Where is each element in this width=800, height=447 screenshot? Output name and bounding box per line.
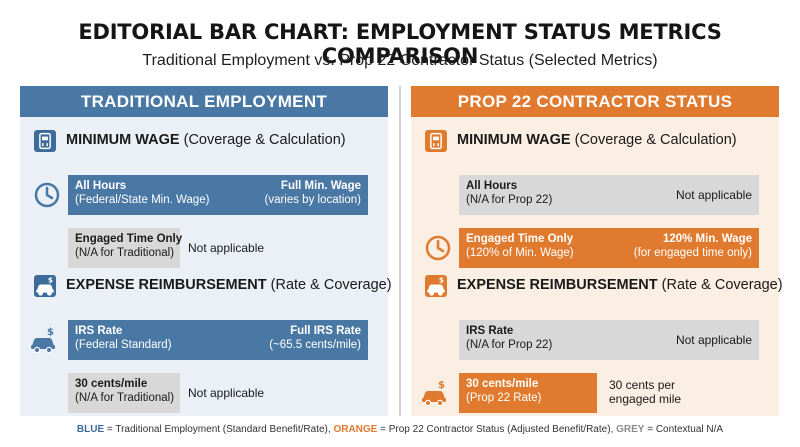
chart-subtitle: Traditional Employment vs. Prop 22 Contr… bbox=[142, 52, 658, 69]
bar-value-note: (varies by location) bbox=[264, 194, 361, 206]
section-title-rest: (Rate & Coverage) bbox=[661, 277, 783, 293]
car-dollar-icon: $ bbox=[28, 325, 58, 355]
legend-key-grey: GREY bbox=[616, 424, 645, 435]
bar-na: All Hours (N/A for Prop 22) Not applicable bbox=[459, 175, 759, 215]
section-title: MINIMUM WAGE (Coverage & Calculation) bbox=[457, 132, 737, 148]
bar-sublabel: (N/A for Prop 22) bbox=[466, 194, 553, 206]
bar-applicable: All Hours (Federal/State Min. Wage) Full M… bbox=[68, 175, 368, 215]
bar-value: 30 cents per engaged mile bbox=[609, 378, 681, 406]
section-title-rest: (Rate & Coverage) bbox=[270, 277, 392, 293]
section-title-rest: (Coverage & Calculation) bbox=[183, 132, 346, 148]
legend-text-grey: = Contextual N/A bbox=[644, 424, 724, 435]
chart-title: EDITORIAL BAR CHART: EMPLOYMENT STATUS M… bbox=[78, 20, 722, 68]
section-title-bold: MINIMUM WAGE bbox=[457, 132, 571, 148]
car-dollar-icon: $ bbox=[419, 378, 449, 408]
bar-sublabel: (N/A for Traditional) bbox=[75, 247, 175, 259]
legend-key-orange: ORANGE bbox=[333, 424, 378, 435]
bar-applicable: Engaged Time Only (120% of Min. Wage) 120%… bbox=[459, 228, 759, 268]
bar-value: 120% Min. Wage (for engaged time only) bbox=[634, 232, 752, 260]
bar-applicable: IRS Rate (Federal Standard) Full IRS Rate (… bbox=[68, 320, 368, 360]
bar-sublabel: (120% of Min. Wage) bbox=[466, 247, 574, 259]
bar-value-note: engaged mile bbox=[609, 392, 682, 406]
bar-sublabel: (N/A for Prop 22) bbox=[466, 339, 553, 351]
bar-partial: 30 cents/mile (Prop 22 Rate) bbox=[459, 373, 597, 413]
svg-text:$: $ bbox=[47, 327, 54, 338]
bar-value-text: Full IRS Rate bbox=[290, 325, 361, 337]
bar-sublabel: (Federal/State Min. Wage) bbox=[75, 194, 210, 206]
legend-text-orange: = Prop 22 Contractor Status (Adjusted Be… bbox=[377, 424, 617, 435]
section-title: EXPENSE REIMBURSEMENT (Rate & Coverage) bbox=[457, 277, 783, 293]
bar-label: 30 cents/mile bbox=[466, 378, 539, 390]
bar-label: IRS Rate bbox=[75, 325, 123, 337]
meter-icon bbox=[34, 130, 56, 152]
section-title-bold: EXPENSE REIMBURSEMENT bbox=[66, 277, 267, 293]
meter-icon bbox=[425, 130, 447, 152]
section-title-bold: MINIMUM WAGE bbox=[66, 132, 180, 148]
bar-label: Engaged Time Only bbox=[466, 233, 574, 245]
clock-icon bbox=[423, 233, 453, 263]
bar-value: Not applicable bbox=[675, 188, 752, 202]
bar-label: All Hours bbox=[75, 180, 127, 192]
prop22-contractor-panel: PROP 22 CONTRACTOR STATUS MINIMUM WAGE (… bbox=[411, 86, 783, 416]
bar-value: Not applicable bbox=[675, 333, 752, 347]
clock-icon bbox=[32, 180, 62, 210]
bar-value: Full IRS Rate (~65.5 cents/mile) bbox=[269, 324, 361, 352]
panel-header: TRADITIONAL EMPLOYMENT bbox=[20, 86, 388, 117]
bar-sublabel: (N/A for Traditional) bbox=[75, 392, 175, 404]
svg-text:$: $ bbox=[439, 275, 444, 284]
bar-label: Engaged Time Only bbox=[75, 233, 183, 245]
bar-value: Full Min. Wage (varies by location) bbox=[264, 179, 361, 207]
bar-label: IRS Rate bbox=[466, 325, 514, 337]
bar-na: Engaged Time Only (N/A for Traditional) bbox=[68, 228, 183, 268]
bar-value: Not applicable bbox=[188, 386, 265, 400]
panel-header: PROP 22 CONTRACTOR STATUS bbox=[411, 86, 779, 117]
car-dollar-icon: $ bbox=[34, 275, 56, 297]
legend-key-blue: BLUE bbox=[76, 424, 105, 435]
legend-text-blue: = Traditional Employment (Standard Benef… bbox=[104, 424, 334, 435]
bar-na: IRS Rate (N/A for Prop 22) Not applicable bbox=[459, 320, 759, 360]
traditional-employment-panel: TRADITIONAL EMPLOYMENT MINIMUM WAGE (Cov… bbox=[20, 86, 392, 416]
section-title-bold: EXPENSE REIMBURSEMENT bbox=[457, 277, 658, 293]
section-title: EXPENSE REIMBURSEMENT (Rate & Coverage) bbox=[66, 277, 392, 293]
bar-na: 30 cents/mile (N/A for Traditional) bbox=[68, 373, 180, 413]
section-title-rest: (Coverage & Calculation) bbox=[574, 132, 737, 148]
bar-sublabel: (Federal Standard) bbox=[75, 339, 172, 351]
bar-sublabel: (Prop 22 Rate) bbox=[466, 392, 542, 404]
bar-value: Not applicable bbox=[188, 241, 265, 255]
bar-label: 30 cents/mile bbox=[75, 378, 148, 390]
section-title: MINIMUM WAGE (Coverage & Calculation) bbox=[66, 132, 346, 148]
bar-value-text: Full Min. Wage bbox=[280, 180, 361, 192]
svg-text:$: $ bbox=[48, 275, 53, 284]
bar-value-note: (~65.5 cents/mile) bbox=[269, 339, 361, 351]
car-dollar-icon: $ bbox=[425, 275, 447, 297]
bar-value-text: 120% Min. Wage bbox=[662, 233, 752, 245]
svg-text:$: $ bbox=[438, 380, 445, 391]
bar-value-text: 30 cents per bbox=[609, 378, 676, 392]
bar-value-note: (for engaged time only) bbox=[633, 247, 752, 259]
bar-label: All Hours bbox=[466, 180, 518, 192]
panel-divider bbox=[399, 86, 401, 416]
chart-legend: BLUE = Traditional Employment (Standard … bbox=[0, 424, 800, 435]
